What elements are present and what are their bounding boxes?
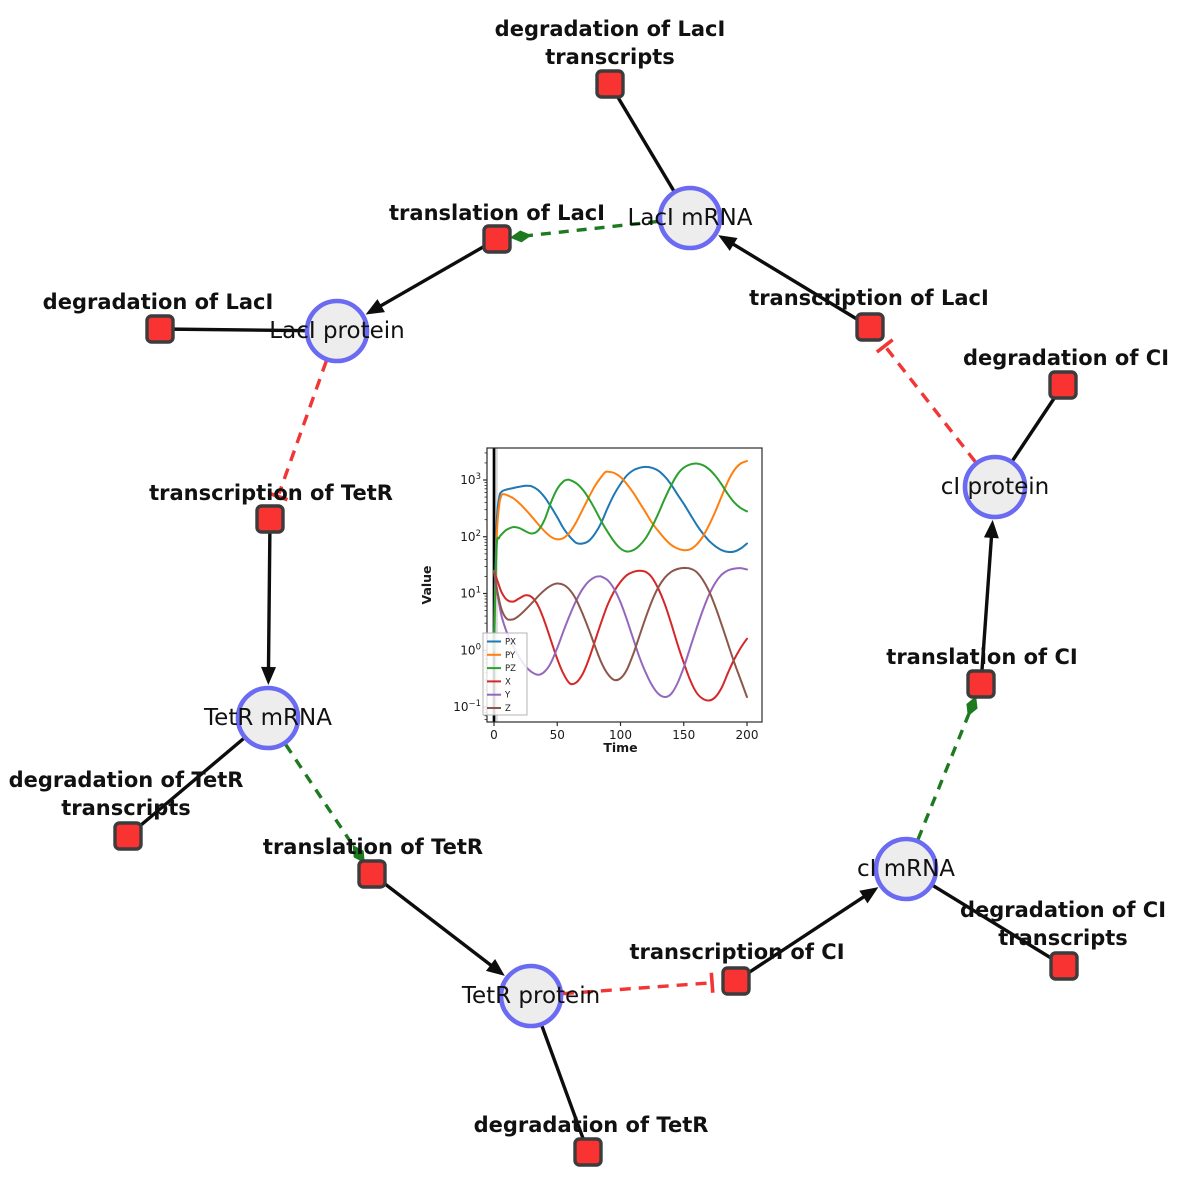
timeseries-inset-chart: 0 50 100 150 20010−1100101102103TimeValuePXP…	[420, 436, 776, 768]
reaction-node-deg-laci-transcripts	[595, 69, 625, 99]
species-node-laci-protein	[304, 298, 370, 364]
reaction-node-transcription-laci	[855, 312, 885, 342]
x-tick-label: 50	[550, 728, 565, 742]
nodes-layer	[113, 69, 1079, 1167]
edge-laci-protein-transcription-tetr-tbar-icon	[268, 491, 289, 502]
reaction-label-deg-tetr: degradation of TetR	[474, 1113, 709, 1137]
edge-tetr-mrna-translation-tetr	[284, 743, 356, 849]
reaction-label-translation-ci: translation of CI	[886, 645, 1077, 669]
reaction-label-transcription-laci: transcription of LacI	[749, 286, 989, 310]
edge-transcription-laci-laci-mrna-arrowhead-icon	[718, 235, 738, 251]
y-axis-label: Value	[420, 565, 434, 604]
species-node-tetr-protein	[498, 963, 564, 1029]
species-label-ci-mrna: cI mRNA	[857, 856, 955, 882]
species-node-laci-mrna	[657, 185, 723, 251]
reaction-node-deg-laci	[145, 314, 175, 344]
species-label-laci-protein: LacI protein	[269, 318, 404, 344]
axes-spines	[486, 447, 763, 723]
series-line-Y	[493, 567, 748, 698]
edge-tetr-protein-transcription-ci	[562, 981, 710, 996]
edge-transcription-ci-ci-mrna	[735, 892, 869, 983]
legend-label-PZ: PZ	[505, 664, 516, 674]
reaction-node-transcription-tetr	[255, 504, 285, 534]
edge-transcription-laci-laci-mrna	[728, 240, 871, 329]
reaction-node-transcription-ci	[721, 966, 751, 996]
edge-translation-ci-ci-protein	[979, 532, 994, 685]
series-line-Z	[493, 566, 748, 698]
series-layer	[493, 460, 748, 702]
series-line-PY	[493, 460, 748, 652]
labels-layer: degradation of LacI transcripts translatio…	[9, 17, 1169, 1137]
species-label-tetr-protein: TetR protein	[461, 983, 600, 1009]
reaction-label-deg-laci-transcripts: degradation of LacI transcripts	[495, 17, 726, 69]
species-label-laci-mrna: LacI mRNA	[628, 205, 753, 231]
x-tick-label: 0	[490, 728, 498, 742]
edge-translation-tetr-tetr-protein	[370, 872, 496, 970]
species-node-ci-protein	[962, 454, 1028, 520]
series-line-PX	[493, 465, 748, 635]
x-axis-label: Time	[603, 740, 637, 755]
reaction-node-deg-tetr-transcripts	[113, 821, 143, 851]
edge-ci-mrna-translation-ci-diamond-icon	[966, 696, 978, 717]
edge-tetr-protein-transcription-ci-tbar-icon	[709, 972, 715, 993]
edge-transcription-ci-ci-mrna-arrowhead-icon	[859, 887, 879, 904]
reaction-node-translation-tetr	[357, 859, 387, 889]
x-tick-label: 150	[672, 728, 695, 742]
reaction-node-deg-ci-transcripts	[1049, 951, 1079, 981]
legend: PX PY PZ XYZ	[482, 632, 528, 716]
species-label-ci-protein: cI protein	[941, 474, 1050, 500]
edge-ci-protein-transcription-laci	[885, 347, 977, 463]
series-line-X	[493, 569, 748, 702]
reaction-label-transcription-ci: transcription of CI	[629, 940, 844, 964]
reaction-label-deg-ci: degradation of CI	[963, 346, 1169, 370]
edge-laci-mrna-translation-laci-diamond-icon	[509, 230, 532, 243]
series-line-PZ	[493, 462, 748, 652]
legend-label-Y: Y	[504, 691, 511, 701]
species-node-tetr-mrna	[235, 685, 301, 751]
edge-transcription-tetr-tetr-mrna-arrowhead-icon	[261, 666, 277, 686]
edge-tetr-mrna-translation-tetr-diamond-icon	[352, 844, 365, 864]
legend-box	[482, 632, 528, 716]
edge-transcription-tetr-tetr-mrna	[266, 518, 272, 673]
species-label-tetr-mrna: TetR mRNA	[203, 705, 332, 731]
reaction-node-deg-tetr	[573, 1137, 603, 1167]
reaction-node-translation-ci	[966, 669, 996, 699]
legend-label-X: X	[505, 677, 511, 687]
reaction-label-transcription-tetr: transcription of TetR	[149, 481, 393, 505]
edge-laci-protein-transcription-tetr	[277, 360, 328, 495]
reaction-label-deg-ci-transcripts: degradation of CI transcripts	[960, 898, 1166, 950]
reaction-label-translation-laci: translation of LacI	[389, 201, 605, 225]
reaction-node-translation-laci	[482, 224, 512, 254]
legend-label-Z: Z	[505, 704, 511, 714]
reaction-label-translation-tetr: translation of TetR	[263, 835, 483, 859]
edge-laci-mrna-translation-laci	[528, 219, 659, 238]
x-tick-label: 100	[609, 728, 632, 742]
edge-ci-mrna-translation-ci	[916, 713, 971, 840]
edge-translation-tetr-tetr-protein-arrowhead-icon	[485, 959, 505, 976]
legend-label-PX: PX	[505, 638, 516, 648]
x-tick-label: 200	[736, 728, 759, 742]
edge-ci-protein-transcription-laci-tbar-icon	[875, 338, 894, 354]
species-node-ci-mrna	[873, 836, 939, 902]
edge-translation-laci-laci-protein	[376, 237, 498, 310]
legend-label-PY: PY	[505, 651, 516, 661]
reaction-label-deg-tetr-transcripts: degradation of TetR transcripts	[9, 768, 244, 820]
reaction-label-deg-laci: degradation of LacI	[43, 290, 274, 314]
reaction-node-deg-ci	[1048, 370, 1078, 400]
edge-translation-laci-laci-protein-arrowhead-icon	[365, 299, 385, 315]
chart-background	[420, 436, 776, 768]
edge-translation-ci-ci-protein-arrowhead-icon	[983, 519, 999, 539]
edges-layer	[126, 83, 1065, 1153]
